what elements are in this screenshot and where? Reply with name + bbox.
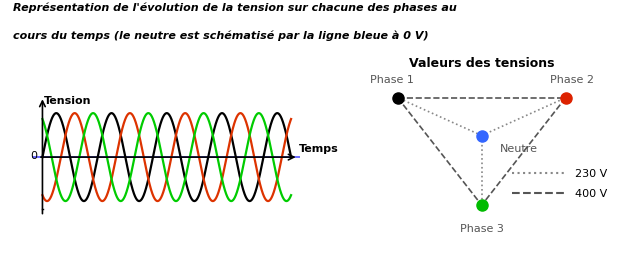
Text: Phase 3: Phase 3 [460,223,503,233]
Text: Temps: Temps [299,143,339,153]
Text: Neutre: Neutre [500,144,538,154]
Text: 400 V: 400 V [575,188,607,198]
Text: Phase 1: Phase 1 [370,74,413,85]
Text: Représentation de l'évolution de la tension sur chacune des phases au: Représentation de l'évolution de la tens… [13,3,457,13]
Text: Valeurs des tensions: Valeurs des tensions [409,57,554,70]
Text: cours du temps (le neutre est schématisé par la ligne bleue à 0 V): cours du temps (le neutre est schématisé… [13,30,428,41]
Text: Tension: Tension [44,95,91,105]
Text: Phase 2: Phase 2 [550,74,593,85]
Text: 230 V: 230 V [575,169,607,179]
Text: 0: 0 [30,150,37,160]
